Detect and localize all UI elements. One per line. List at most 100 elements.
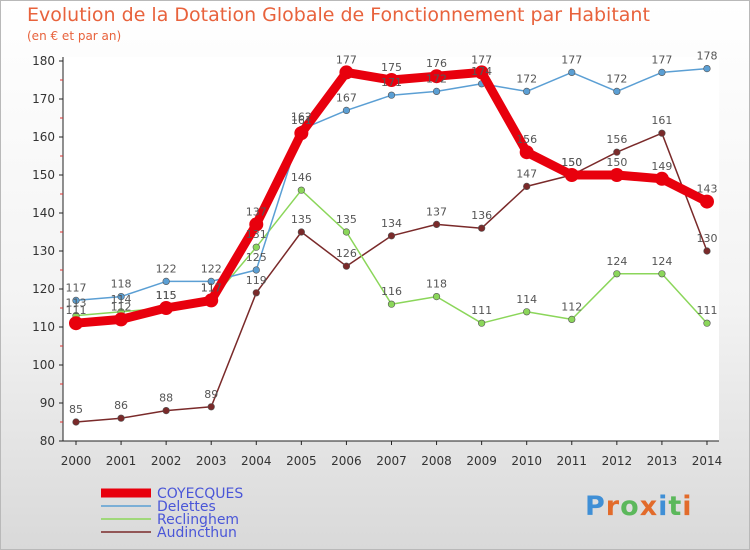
- x-tick-label: 2006: [331, 454, 362, 468]
- data-label-delettes: 177: [651, 53, 672, 66]
- x-tick-label: 2003: [196, 454, 227, 468]
- data-point-coyecques: [519, 145, 534, 160]
- x-tick-label: 2007: [376, 454, 407, 468]
- data-label-reclinghem: 111: [696, 304, 717, 317]
- x-tick-label: 2013: [647, 454, 678, 468]
- x-tick-label: 2001: [106, 454, 137, 468]
- data-label-audincthun: 86: [114, 399, 128, 412]
- data-point-delettes: [568, 68, 576, 76]
- data-point-delettes: [432, 87, 441, 95]
- x-tick-label: 2000: [61, 454, 92, 468]
- data-label-delettes: 171: [381, 76, 402, 89]
- data-label-coyecques: 177: [336, 53, 357, 66]
- legend-label-delettes: Delettes: [157, 499, 216, 515]
- data-label-audincthun: 119: [246, 274, 267, 287]
- data-label-delettes: 125: [246, 251, 267, 264]
- data-point-audincthun: [117, 414, 125, 422]
- data-label-coyecques: 161: [291, 114, 312, 127]
- chart-title: Evolution de la Dotation Globale de Fonc…: [27, 4, 650, 26]
- data-label-delettes: 162: [291, 110, 312, 123]
- x-tick-label: 2010: [511, 454, 542, 468]
- data-point-audincthun: [72, 418, 80, 426]
- data-label-audincthun: 89: [204, 388, 218, 401]
- chart-subtitle: (en € et par an): [27, 29, 122, 43]
- data-point-audincthun: [523, 182, 531, 190]
- data-point-reclinghem: [342, 228, 351, 236]
- data-point-delettes: [523, 87, 531, 95]
- data-label-coyecques: 177: [471, 53, 492, 66]
- data-label-coyecques: 115: [156, 289, 177, 302]
- data-point-reclinghem: [432, 293, 441, 301]
- y-tick-label: 110: [32, 320, 55, 334]
- data-point-audincthun: [478, 224, 486, 232]
- data-point-reclinghem: [613, 270, 621, 278]
- data-point-audincthun: [162, 407, 170, 415]
- data-label-coyecques: 149: [651, 160, 672, 173]
- data-point-delettes: [72, 296, 80, 305]
- data-point-coyecques: [114, 312, 129, 327]
- data-point-audincthun: [703, 247, 711, 255]
- data-label-coyecques: 176: [426, 57, 447, 70]
- data-point-coyecques: [609, 168, 624, 182]
- y-tick-label: 130: [32, 244, 55, 258]
- data-label-audincthun: 150: [561, 156, 582, 169]
- x-tick-label: 2009: [466, 454, 497, 468]
- data-point-audincthun: [387, 232, 396, 240]
- data-point-reclinghem: [252, 243, 260, 251]
- data-label-reclinghem: 124: [651, 255, 672, 268]
- data-label-delettes: 167: [336, 91, 357, 104]
- data-point-delettes: [387, 91, 396, 99]
- data-label-audincthun: 161: [651, 114, 672, 127]
- data-point-coyecques: [699, 194, 714, 209]
- data-point-delettes: [207, 277, 215, 286]
- data-label-reclinghem: 111: [471, 304, 492, 317]
- data-label-reclinghem: 124: [606, 255, 627, 268]
- data-label-reclinghem: 131: [246, 228, 267, 241]
- data-point-reclinghem: [658, 270, 666, 278]
- data-label-audincthun: 147: [516, 167, 537, 180]
- data-label-delettes: 172: [426, 72, 447, 85]
- data-point-coyecques: [294, 126, 309, 141]
- data-label-audincthun: 134: [381, 217, 402, 230]
- data-point-coyecques: [474, 65, 489, 80]
- data-label-reclinghem: 118: [426, 278, 447, 291]
- proxiti-logo: Proxiti: [585, 491, 693, 522]
- x-tick-label: 2011: [556, 454, 587, 468]
- data-point-coyecques: [429, 69, 444, 84]
- x-tick-label: 2014: [692, 454, 723, 468]
- data-label-audincthun: 126: [336, 247, 357, 260]
- data-label-reclinghem: 113: [66, 297, 87, 310]
- data-point-audincthun: [342, 262, 351, 270]
- data-label-reclinghem: 146: [291, 171, 312, 184]
- data-label-reclinghem: 115: [156, 289, 177, 302]
- data-point-reclinghem: [297, 186, 305, 194]
- data-point-delettes: [613, 87, 621, 95]
- y-tick-label: 160: [32, 130, 55, 144]
- data-label-delettes: 172: [606, 72, 627, 85]
- data-label-coyecques: 117: [201, 281, 222, 294]
- data-label-delettes: 122: [156, 262, 177, 275]
- data-label-audincthun: 85: [69, 403, 83, 416]
- data-point-coyecques: [384, 73, 399, 87]
- y-tick-label: 150: [32, 168, 55, 182]
- plot-area: [63, 57, 719, 441]
- data-point-audincthun: [252, 289, 260, 297]
- data-label-reclinghem: 112: [561, 300, 582, 313]
- data-point-audincthun: [297, 228, 305, 236]
- data-label-delettes: 177: [561, 53, 582, 66]
- y-tick-label: 90: [40, 396, 55, 410]
- data-label-delettes: 118: [111, 278, 132, 291]
- data-point-coyecques: [249, 217, 264, 232]
- y-tick-label: 100: [32, 358, 55, 372]
- data-point-audincthun: [613, 148, 621, 156]
- data-point-coyecques: [654, 171, 669, 186]
- legend-label-reclinghem: Reclinghem: [157, 512, 239, 528]
- data-label-delettes: 117: [66, 281, 87, 294]
- data-point-audincthun: [207, 403, 215, 411]
- data-label-reclinghem: 117: [201, 281, 222, 294]
- data-point-coyecques: [564, 168, 579, 182]
- y-tick-label: 180: [32, 54, 55, 68]
- data-label-coyecques: 143: [696, 183, 717, 196]
